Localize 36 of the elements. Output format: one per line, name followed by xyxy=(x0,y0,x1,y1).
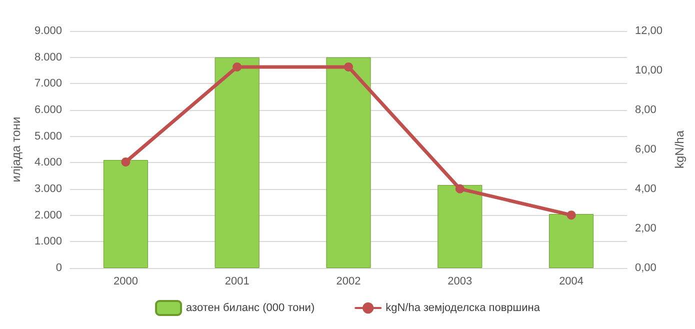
y-tick-label: 7.000 xyxy=(34,78,62,90)
bar xyxy=(438,185,482,268)
y2-tick-label: 8,00 xyxy=(635,104,656,116)
point xyxy=(344,62,353,72)
legend-label: азотен биланс (000 тони) xyxy=(186,302,315,314)
y-tick-label: 3.000 xyxy=(34,183,62,195)
x-tick-label: 2004 xyxy=(559,276,584,288)
y2-tick-label: 2,00 xyxy=(635,222,656,234)
point xyxy=(566,210,576,220)
y-tick-label: 2.000 xyxy=(34,209,62,222)
y2-tick-label: 12,00 xyxy=(635,25,663,37)
bar xyxy=(103,160,148,268)
x-tick-label: 2001 xyxy=(224,276,250,288)
y-tick-label: 6.000 xyxy=(34,104,62,116)
point xyxy=(121,157,130,166)
y-tick-label: 0 xyxy=(56,262,62,274)
y-tick-label: 4.000 xyxy=(34,156,62,169)
bar xyxy=(326,57,371,268)
x-tick-label: 2002 xyxy=(336,276,361,288)
legend-label: kgN/ha земјоделска површина xyxy=(386,302,541,314)
y-tick-label: 1.000 xyxy=(34,236,62,248)
point xyxy=(455,184,464,194)
y2-tick-label: 4,00 xyxy=(635,183,656,195)
y2-tick-label: 10,00 xyxy=(635,64,663,76)
y-tick-label: 5.000 xyxy=(34,130,62,142)
x-tick-label: 2000 xyxy=(113,276,138,288)
bar xyxy=(549,214,594,268)
y2-tick-label: 6,00 xyxy=(635,144,656,156)
point xyxy=(232,62,242,72)
bar xyxy=(214,57,260,268)
y-tick-label: 9.000 xyxy=(34,25,62,37)
y2-axis-title: kgN/ha xyxy=(672,130,686,169)
y2-tick-label: 0,00 xyxy=(635,262,656,274)
y-tick-label: 8.000 xyxy=(34,51,62,64)
x-tick-label: 2003 xyxy=(448,276,472,288)
y-axis-title: илјада тони xyxy=(9,116,23,182)
